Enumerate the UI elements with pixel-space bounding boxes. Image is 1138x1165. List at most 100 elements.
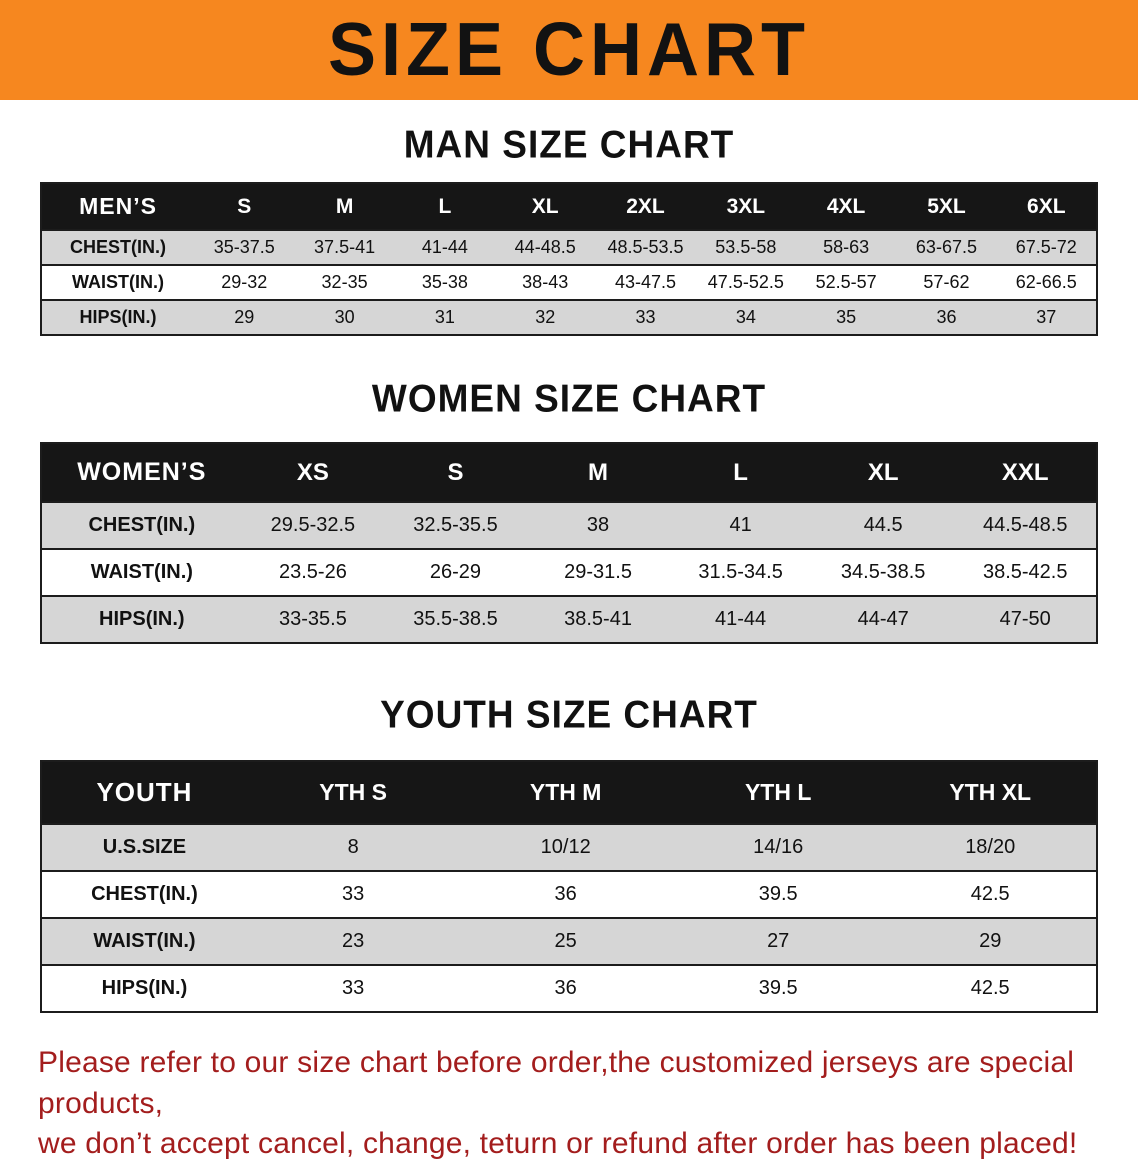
table-row: HIPS(IN.) 33-35.5 35.5-38.5 38.5-41 41-44 44-… [41, 595, 1097, 644]
size-value: 35.5-38.5 [384, 595, 527, 644]
size-value: 38-43 [495, 264, 596, 301]
size-value: 26-29 [384, 548, 527, 597]
table-corner-label: MEN’S [41, 182, 195, 231]
size-value: 8 [246, 823, 460, 872]
size-value: 32.5-35.5 [384, 501, 527, 550]
size-value: 47-50 [954, 595, 1097, 644]
size-value: 23.5-26 [241, 548, 385, 597]
size-value: 37 [996, 299, 1097, 336]
size-column-header: L [669, 442, 812, 503]
size-value: 33 [246, 870, 460, 919]
size-value: 36 [459, 964, 672, 1013]
size-column-header: 6XL [996, 182, 1097, 231]
row-label: WAIST(IN.) [41, 917, 247, 966]
size-value: 35 [795, 299, 897, 336]
size-value: 34 [695, 299, 796, 336]
row-label: HIPS(IN.) [41, 299, 195, 336]
table-header-row: WOMEN’S XS S M L XL XXL [41, 442, 1097, 503]
size-value: 25 [459, 917, 672, 966]
size-value: 48.5-53.5 [595, 229, 696, 266]
size-value: 27 [671, 917, 885, 966]
size-column-header: 2XL [595, 182, 696, 231]
size-value: 38 [526, 501, 670, 550]
size-value: 41 [669, 501, 812, 550]
table-row: HIPS(IN.) 33 36 39.5 42.5 [41, 964, 1097, 1013]
size-value: 31.5-34.5 [669, 548, 812, 597]
size-value: 62-66.5 [996, 264, 1097, 301]
size-column-header: XXL [954, 442, 1097, 503]
size-value: 32-35 [294, 264, 395, 301]
size-value: 29-31.5 [526, 548, 670, 597]
table-row: CHEST(IN.) 29.5-32.5 32.5-35.5 38 41 44.5 44.5… [41, 501, 1097, 550]
table-header-row: MEN’S S M L XL 2XL 3XL 4XL 5XL 6XL [41, 182, 1097, 231]
size-column-header: YTH M [459, 760, 672, 825]
size-value: 23 [246, 917, 460, 966]
size-value: 44.5-48.5 [954, 501, 1097, 550]
row-label: CHEST(IN.) [41, 229, 195, 266]
size-value: 52.5-57 [795, 264, 897, 301]
table-row: WAIST(IN.) 29-32 32-35 35-38 38-43 43-47.5 47.… [41, 264, 1097, 301]
banner: SIZE CHART [0, 0, 1138, 100]
table-row: HIPS(IN.) 29 30 31 32 33 34 35 36 37 [41, 299, 1097, 336]
size-column-header: M [526, 442, 670, 503]
size-value: 33 [595, 299, 696, 336]
size-value: 30 [294, 299, 395, 336]
size-value: 37.5-41 [294, 229, 395, 266]
size-value: 35-37.5 [194, 229, 295, 266]
size-column-header: XL [811, 442, 955, 503]
size-value: 29 [884, 917, 1097, 966]
size-column-header: M [294, 182, 395, 231]
row-label: HIPS(IN.) [41, 964, 247, 1013]
size-charts: MAN SIZE CHART MEN’S S M L XL 2XL 3XL 4XL 5XL 6XL C… [0, 100, 1138, 1013]
size-value: 41-44 [669, 595, 812, 644]
size-value: 33 [246, 964, 460, 1013]
size-column-header: YTH S [246, 760, 460, 825]
size-value: 29 [194, 299, 295, 336]
size-value: 36 [896, 299, 997, 336]
size-value: 42.5 [884, 964, 1097, 1013]
youth-size-chart-section: YOUTH SIZE CHART YOUTH YTH S YTH M YTH L YTH … [0, 693, 1138, 1013]
size-column-header: S [194, 182, 295, 231]
size-value: 44.5 [811, 501, 955, 550]
table-row: U.S.SIZE 8 10/12 14/16 18/20 [41, 823, 1097, 872]
size-value: 44-47 [811, 595, 955, 644]
size-value: 39.5 [671, 964, 885, 1013]
size-value: 57-62 [896, 264, 997, 301]
size-value: 29-32 [194, 264, 295, 301]
disclaimer-line-2: we don’t accept cancel, change, teturn o… [38, 1127, 1078, 1160]
size-value: 44-48.5 [495, 229, 596, 266]
size-value: 10/12 [459, 823, 672, 872]
row-label: CHEST(IN.) [41, 501, 242, 550]
page-title: SIZE CHART [328, 8, 810, 93]
size-value: 41-44 [394, 229, 496, 266]
size-column-header: 5XL [896, 182, 997, 231]
size-value: 38.5-42.5 [954, 548, 1097, 597]
table-row: WAIST(IN.) 23.5-26 26-29 29-31.5 31.5-34.5 34… [41, 548, 1097, 597]
youth-size-table: YOUTH YTH S YTH M YTH L YTH XL U.S.SIZE 8 10/12… [40, 760, 1098, 1013]
size-column-header: L [394, 182, 496, 231]
size-value: 43-47.5 [595, 264, 696, 301]
size-value: 53.5-58 [695, 229, 796, 266]
size-value: 58-63 [795, 229, 897, 266]
size-value: 36 [459, 870, 672, 919]
size-value: 29.5-32.5 [241, 501, 385, 550]
size-value: 35-38 [394, 264, 496, 301]
size-column-header: XL [495, 182, 596, 231]
size-value: 31 [394, 299, 496, 336]
men-size-table: MEN’S S M L XL 2XL 3XL 4XL 5XL 6XL CHEST(IN.) 35-37… [40, 182, 1098, 336]
table-row: CHEST(IN.) 35-37.5 37.5-41 41-44 44-48.5 48.5… [41, 229, 1097, 266]
size-value: 39.5 [671, 870, 885, 919]
men-section-title: MAN SIZE CHART [403, 122, 735, 166]
size-column-header: YTH XL [884, 760, 1097, 825]
table-corner-label: YOUTH [41, 760, 247, 825]
row-label: WAIST(IN.) [41, 548, 242, 597]
size-value: 63-67.5 [896, 229, 997, 266]
women-section-title: WOMEN SIZE CHART [371, 376, 767, 420]
size-column-header: 3XL [695, 182, 796, 231]
disclaimer: Please refer to our size chart before or… [0, 1043, 1138, 1165]
size-column-header: 4XL [795, 182, 897, 231]
table-row: CHEST(IN.) 33 36 39.5 42.5 [41, 870, 1097, 919]
row-label: WAIST(IN.) [41, 264, 195, 301]
size-column-header: YTH L [671, 760, 885, 825]
size-value: 42.5 [884, 870, 1097, 919]
